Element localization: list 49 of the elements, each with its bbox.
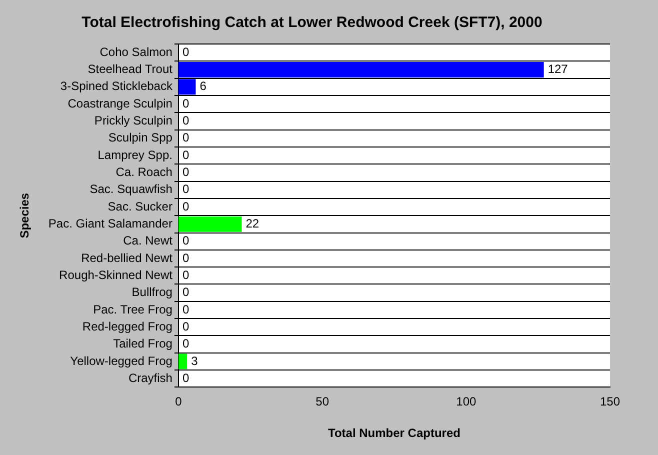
y-tick-label: Prickly Sculpin [94, 114, 172, 128]
data-label: 0 [182, 44, 190, 59]
data-label: 0 [182, 96, 190, 110]
y-tick-label: Bullfrog [132, 285, 172, 300]
y-tick-label: Tailed Frog [113, 336, 172, 351]
y-axis-title: Species [18, 192, 32, 238]
y-tick-label: Rough-Skinned Newt [59, 268, 174, 282]
bar [178, 216, 242, 232]
data-label: 0 [182, 199, 190, 214]
y-tick-label: Ca. Roach [116, 165, 172, 180]
data-label: 0 [182, 182, 190, 196]
y-tick-label: Lamprey Spp. [98, 148, 172, 162]
y-tick-label: Sac. Squawfish [90, 182, 172, 196]
y-tick-label: Red-legged Frog [82, 319, 172, 334]
data-label: 127 [548, 62, 568, 76]
x-tick-label: 100 [456, 394, 476, 409]
data-label: 0 [182, 302, 190, 316]
data-label: 0 [182, 370, 190, 385]
data-label: 0 [182, 285, 190, 300]
data-label: 0 [182, 114, 190, 128]
bar [178, 354, 188, 370]
data-label: 0 [182, 250, 190, 265]
y-tick-label: Yellow-legged Frog [70, 354, 172, 368]
x-tick-label: 0 [175, 394, 182, 409]
y-tick-label: Coho Salmon [100, 44, 172, 59]
data-label: 6 [200, 79, 207, 94]
y-tick-label: Crayfish [128, 370, 172, 385]
data-label: 0 [182, 268, 190, 282]
data-label: 0 [182, 130, 190, 145]
y-tick-label: Sac. Sucker [108, 199, 172, 214]
y-tick-label: Sculpin Spp [108, 130, 173, 145]
y-tick-label: Red-bellied Newt [81, 250, 174, 265]
data-label: 0 [182, 336, 190, 351]
data-label: 0 [182, 319, 190, 334]
data-label: 0 [182, 234, 190, 248]
y-tick-label: Ca. Newt [123, 234, 174, 248]
data-label: 22 [246, 216, 260, 230]
data-label: 0 [182, 165, 190, 180]
chart-title: Total Electrofishing Catch at Lower Redwood Creek (SFT7), 2000 [82, 14, 542, 32]
y-tick-label: Pac. Giant Salamander [48, 216, 172, 230]
data-label: 0 [182, 148, 190, 162]
y-tick-label: Coastrange Sculpin [68, 96, 172, 110]
y-tick-label: 3-Spined Stickleback [60, 79, 174, 94]
x-tick-label: 150 [600, 394, 620, 409]
data-label: 3 [191, 354, 198, 368]
y-tick-label: Steelhead Trout [88, 62, 174, 76]
x-tick-label: 50 [316, 394, 330, 409]
y-tick-label: Pac. Tree Frog [93, 302, 172, 316]
x-axis-title: Total Number Captured [328, 426, 460, 440]
